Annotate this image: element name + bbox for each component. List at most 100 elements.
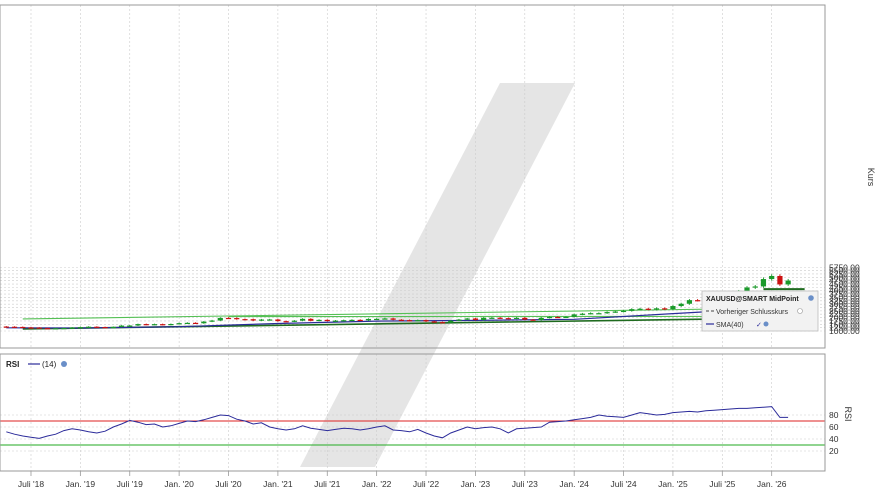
candle-body bbox=[366, 319, 371, 320]
candle-body bbox=[135, 324, 140, 325]
legend-prev-close-toggle-icon[interactable] bbox=[798, 309, 803, 314]
x-tick-label: Jan. '22 bbox=[362, 479, 392, 489]
candle-body bbox=[695, 300, 700, 301]
candle-body bbox=[308, 319, 313, 321]
candle-body bbox=[596, 313, 601, 314]
candle-body bbox=[621, 311, 626, 312]
candle-body bbox=[456, 320, 461, 321]
watermark-logo bbox=[300, 83, 575, 467]
candle-body bbox=[226, 318, 231, 319]
candle-body bbox=[28, 327, 33, 328]
candle-body bbox=[259, 320, 264, 321]
candle-body bbox=[580, 314, 585, 315]
candle-body bbox=[78, 327, 83, 328]
candle-body bbox=[185, 323, 190, 324]
candle-body bbox=[530, 320, 535, 321]
rsi-tick-label: 20 bbox=[829, 446, 839, 456]
x-tick-label: Juli '23 bbox=[512, 479, 538, 489]
candle-body bbox=[102, 327, 107, 328]
x-tick-label: Juli '20 bbox=[215, 479, 241, 489]
candle-body bbox=[20, 327, 25, 328]
candle-body bbox=[753, 286, 758, 287]
candle-body bbox=[448, 321, 453, 323]
candle-body bbox=[407, 320, 412, 321]
legend-instrument-settings-icon[interactable] bbox=[808, 295, 814, 301]
candle-body bbox=[53, 328, 58, 329]
rsi-period-label: (14) bbox=[42, 360, 57, 369]
candle-body bbox=[399, 320, 404, 321]
candle-body bbox=[473, 318, 478, 319]
candle-body bbox=[242, 319, 247, 320]
candle-body bbox=[267, 319, 272, 320]
candle-body bbox=[777, 276, 782, 284]
candle-body bbox=[177, 323, 182, 324]
candle-body bbox=[629, 309, 634, 311]
candle-body bbox=[415, 320, 420, 321]
x-tick-label: Juli '18 bbox=[18, 479, 44, 489]
candle-body bbox=[251, 319, 256, 320]
candle-body bbox=[498, 318, 503, 319]
candle-body bbox=[94, 327, 99, 328]
x-tick-label: Juli '25 bbox=[709, 479, 735, 489]
candle-body bbox=[119, 326, 124, 327]
candle-body bbox=[193, 323, 198, 324]
x-tick-label: Juli '22 bbox=[413, 479, 439, 489]
candle-body bbox=[45, 328, 50, 329]
candle-body bbox=[440, 322, 445, 323]
candle-body bbox=[687, 300, 692, 304]
candle-body bbox=[127, 325, 132, 326]
candle-body bbox=[37, 328, 42, 329]
x-tick-label: Jan. '23 bbox=[461, 479, 491, 489]
candle-body bbox=[160, 324, 165, 325]
candle-body bbox=[522, 318, 527, 320]
candle-body bbox=[70, 328, 75, 329]
x-tick-label: Jan. '19 bbox=[66, 479, 96, 489]
legend: XAUUSD@SMART MidPoint Vorheriger Schluss… bbox=[702, 291, 818, 331]
candle-body bbox=[284, 321, 289, 322]
candle-body bbox=[555, 317, 560, 318]
candle-body bbox=[423, 320, 428, 321]
legend-sma: SMA(40) bbox=[716, 322, 744, 329]
candle-body bbox=[275, 319, 280, 321]
candle-body bbox=[646, 309, 651, 310]
candle-body bbox=[382, 318, 387, 319]
candle-body bbox=[300, 319, 305, 321]
candle-body bbox=[4, 327, 9, 328]
price-tick-label: 5750.00 bbox=[829, 262, 860, 272]
candle-body bbox=[489, 318, 494, 319]
legend-prev-close: Vorheriger Schlusskurs bbox=[716, 309, 788, 316]
x-tick-label: Jan. '21 bbox=[263, 479, 293, 489]
candle-body bbox=[786, 281, 791, 285]
candle-body bbox=[86, 327, 91, 328]
candle-body bbox=[391, 318, 396, 319]
candle-body bbox=[144, 324, 149, 325]
rsi-settings-icon[interactable] bbox=[61, 361, 67, 367]
candle-body bbox=[654, 308, 659, 309]
candle-body bbox=[292, 321, 297, 322]
x-tick-label: Jan. '26 bbox=[757, 479, 787, 489]
candle-body bbox=[61, 328, 66, 329]
candle-body bbox=[316, 320, 321, 321]
candle-body bbox=[572, 314, 577, 316]
rsi-title: RSI bbox=[6, 360, 19, 369]
legend-sma-check-icon[interactable]: ✓ bbox=[756, 322, 762, 329]
x-tick-label: Juli '21 bbox=[314, 479, 340, 489]
candle-body bbox=[670, 306, 675, 309]
candle-body bbox=[349, 320, 354, 321]
legend-sma-settings-icon[interactable] bbox=[764, 322, 769, 327]
rsi-axis-title: RSI bbox=[843, 406, 853, 421]
candle-body bbox=[209, 321, 214, 322]
candle-body bbox=[12, 327, 17, 328]
candle-body bbox=[481, 318, 486, 320]
candle-body bbox=[539, 318, 544, 320]
candle-body bbox=[637, 309, 642, 310]
candle-body bbox=[152, 324, 157, 325]
candle-body bbox=[588, 313, 593, 314]
candle-body bbox=[604, 312, 609, 313]
x-tick-label: Jan. '24 bbox=[559, 479, 589, 489]
candle-body bbox=[218, 318, 223, 321]
x-tick-label: Jan. '25 bbox=[658, 479, 688, 489]
candle-body bbox=[374, 319, 379, 320]
